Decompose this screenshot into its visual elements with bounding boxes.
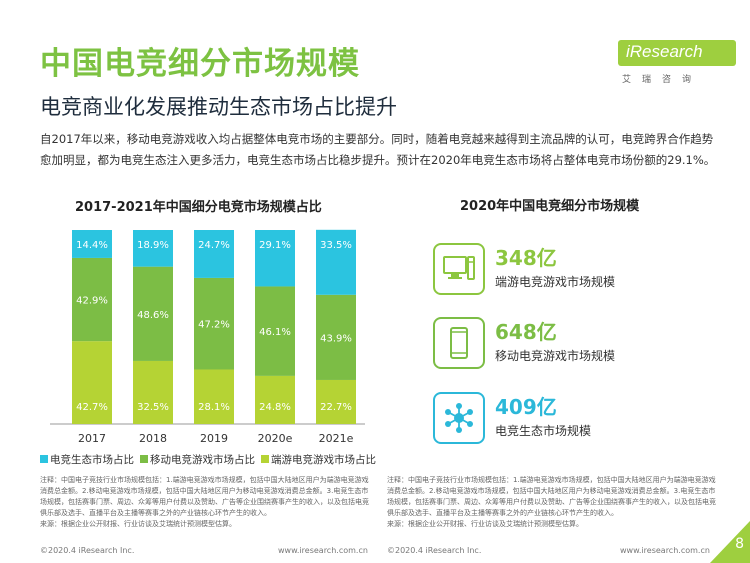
chart-legend: 电竞生态市场占比 移动电竞游戏市场占比 端游电竞游戏市场占比 [40,452,382,468]
data-label: 24.8% [259,402,291,413]
note-text: 注释：中国电子竞技行业市场规模包括：1.端游电竞游戏市场规模，包括中国大陆地区用… [40,476,369,517]
chart-title: 2017-2021年中国细分电竞市场规模占比 [75,200,322,215]
x-tick-label: 2017 [78,432,106,445]
source-text: 来源：根据企业公开财报、行业访谈及艾瑞统计预测模型估算。 [387,520,583,528]
bar-segment [255,286,295,376]
x-tick-label: 2021e [319,432,354,445]
legend-swatch [261,455,269,463]
legend-item: 端游电竞游戏市场占比 [261,452,376,467]
card-pc-esports: 348亿 端游电竞游戏市场规模 [433,243,683,295]
data-label: 18.9% [137,240,169,251]
legend-label: 端游电竞游戏市场占比 [271,454,376,466]
network-hub-icon [433,392,485,444]
bar-segment [316,294,356,380]
bar-segment [194,277,234,370]
copyright-left: ©2020.4 iResearch Inc. [40,546,135,555]
url-right: www.iresearch.com.cn [620,546,710,555]
page-subtitle: 电竞商业化发展推动生态市场占比提升 [40,95,397,119]
bar-segment [133,360,173,424]
legend-item: 电竞生态市场占比 [40,452,134,467]
right-panel-title: 2020年中国电竞细分市场规模 [460,199,640,214]
legend-label: 移动电竞游戏市场占比 [150,454,255,466]
data-label: 24.7% [198,240,230,251]
logo-text: iResearch [626,42,703,61]
data-label: 47.2% [198,320,230,331]
left-note: 注释：中国电子竞技行业市场规模包括：1.端游电竞游戏市场规模，包括中国大陆地区用… [40,475,370,530]
bar-segment [316,229,356,295]
page-title: 中国电竞细分市场规模 [40,46,360,82]
desktop-computer-icon [433,243,485,295]
legend-swatch [40,455,48,463]
data-label: 22.7% [320,402,352,413]
bar-segment [72,257,112,342]
corner-decoration [710,521,750,563]
bar-segment [133,230,173,267]
card-mobile-esports: 648亿 移动电竞游戏市场规模 [433,317,683,369]
x-tick-label: 2018 [139,432,167,445]
card-value: 409亿 [495,395,557,419]
data-label: 42.9% [76,296,108,307]
bar-segment [194,369,234,424]
intro-paragraph: 自2017年以来，移动电竞游戏收入均占据整体电竞市场的主要部分。同时，随着电竞越… [40,132,716,167]
url-left: www.iresearch.com.cn [278,546,368,555]
bar-segment [72,230,112,258]
data-label: 14.4% [76,240,108,251]
bar-segment [255,230,295,287]
card-value: 348亿 [495,246,557,270]
bar-segment [133,266,173,361]
bar-segment [72,341,112,424]
legend-label: 电竞生态市场占比 [50,454,134,466]
card-value: 648亿 [495,320,557,344]
page-number: 8 [735,536,744,552]
data-label: 33.5% [320,240,352,251]
copyright-right: ©2020.4 iResearch Inc. [387,546,482,555]
data-label: 32.5% [137,402,169,413]
legend-swatch [140,455,148,463]
bar-segment [316,379,356,424]
card-label: 端游电竞游戏市场规模 [495,275,616,289]
data-label: 46.1% [259,327,291,338]
x-tick-label: 2020e [258,432,293,445]
right-note: 注释：中国电子竞技行业市场规模包括：1.端游电竞游戏市场规模，包括中国大陆地区用… [387,475,717,530]
iresearch-logo: iResearch [618,40,738,66]
source-text: 来源：根据企业公开财报、行业访谈及艾瑞统计预测模型估算。 [40,520,236,528]
data-label: 29.1% [259,240,291,251]
logo-badge [618,40,736,66]
mobile-phone-icon [433,317,485,369]
card-label: 移动电竞游戏市场规模 [495,349,616,363]
data-label: 42.7% [76,402,108,413]
x-tick-label: 2019 [200,432,228,445]
stacked-bar-chart: 42.7% 42.9% 14.4% 2017 32.5% 48.6% 18.9% 2018 28… [50,229,365,445]
bar-segment [255,375,295,424]
data-label: 43.9% [320,333,352,344]
card-label: 电竞生态市场规模 [495,424,592,438]
card-ecosystem: 409亿 电竞生态市场规模 [433,392,683,444]
bar-segment [194,230,234,278]
data-label: 48.6% [137,310,169,321]
legend-item: 移动电竞游戏市场占比 [140,452,255,467]
note-text: 注释：中国电子竞技行业市场规模包括：1.端游电竞游戏市场规模，包括中国大陆地区用… [387,476,716,517]
data-label: 28.1% [198,402,230,413]
logo-subtitle: 艾瑞咨询 [622,75,703,85]
